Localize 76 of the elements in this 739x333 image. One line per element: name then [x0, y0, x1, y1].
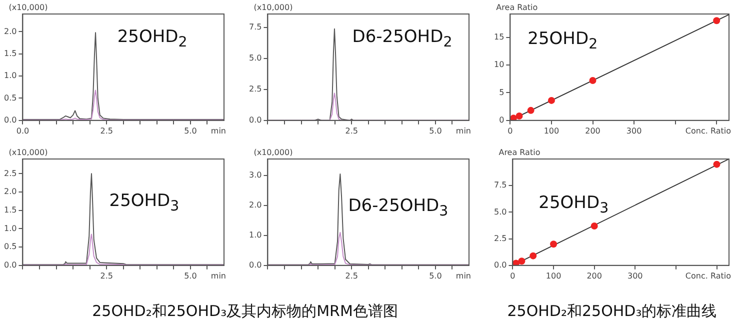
x-tick-label: 5.0 [429, 271, 442, 280]
x-axis-title: min [210, 126, 226, 136]
x-tick-label: 200 [585, 126, 600, 136]
y-tick-label: 1.0 [248, 230, 262, 240]
x-axis-title: Conc. Ratio [685, 126, 732, 136]
y-axis-title: (x10,000) [8, 3, 48, 12]
y-tick-label: 10 [494, 60, 504, 70]
point [548, 96, 555, 104]
y-tick-label: 1.0 [4, 71, 17, 80]
y-tick-label: 0.5 [4, 242, 17, 252]
point [512, 260, 520, 266]
point [589, 77, 596, 84]
y-axis-title: (x10,000) [8, 148, 48, 158]
y-tick-label: 3.0 [248, 170, 262, 180]
y-axis-title: (x10,000) [254, 148, 293, 158]
x-tick-label: 5.0 [429, 126, 442, 136]
annotation: 25OHD$_{2}$ [528, 28, 598, 52]
y-tick-label: 5 [499, 88, 504, 97]
point [713, 17, 720, 24]
y-tick-label: 7.5 [494, 180, 507, 190]
point [530, 252, 537, 260]
y-axis-title: Area Ratio [498, 148, 540, 158]
y-tick-label: 1.5 [4, 48, 17, 58]
y-axis-title: Area Ratio [496, 3, 538, 12]
y-tick-label: 5.0 [248, 54, 262, 63]
x-tick-label: 2.5 [345, 271, 358, 280]
point [550, 240, 558, 248]
y-tick-label: 2.5 [494, 234, 507, 243]
text: 25OHD₂和25OHD₃的标准曲线 [507, 302, 717, 321]
x-tick-label: 300 [628, 271, 643, 280]
y-tick-label: 0.0 [4, 115, 17, 124]
y-tick-label: 0.0 [494, 260, 507, 270]
x-axis-title: min [456, 271, 471, 280]
y-tick-label: 5.0 [494, 207, 507, 216]
x-tick-label: 0.0 [16, 126, 30, 136]
text: 25OHD₂和25OHD₃及其内标物的MRM色谱图 [92, 302, 398, 321]
x-tick-label: 2.5 [100, 271, 113, 280]
x-tick-label: 5.0 [184, 271, 197, 280]
y-tick-label: 2.5 [248, 84, 262, 94]
x-tick-label: 300 [626, 126, 642, 136]
y-tick-label: 0 [499, 115, 504, 124]
point [713, 160, 720, 168]
x-axis-title: min [210, 271, 226, 280]
x-tick-label: 200 [586, 271, 602, 280]
y-tick-label: 2.0 [248, 200, 262, 210]
y-tick-label: 1.0 [4, 224, 17, 233]
x-axis-title: Conc. Ratio [685, 271, 732, 280]
x-tick-label: 5.0 [184, 126, 197, 136]
x-axis-title: min [456, 126, 471, 136]
point [516, 112, 523, 120]
x-tick-label: 0 [508, 126, 513, 136]
point [527, 106, 534, 114]
y-tick-label: 0.0 [248, 260, 262, 270]
point [510, 114, 517, 120]
annotation: D6-25OHD$_{2}$ [352, 26, 452, 50]
x-tick-label: 100 [544, 126, 560, 136]
annotation: 25OHD$_{2}$ [117, 26, 188, 50]
y-tick-label: 2.0 [4, 26, 17, 36]
y-tick-label: 15 [494, 32, 504, 42]
x-tick-label: 2.5 [100, 126, 113, 136]
x-tick-label: 0 [510, 271, 516, 280]
y-tick-label: 0.0 [248, 115, 262, 124]
annotation: 25OHD$_{3}$ [109, 190, 180, 214]
y-tick-label: 2.0 [4, 187, 17, 196]
y-tick-label: 0.5 [4, 93, 17, 102]
y-tick-label: 7.5 [248, 22, 262, 32]
point [518, 258, 526, 265]
annotation: 25OHD$_{3}$ [538, 193, 609, 216]
x-tick-label: 2.5 [345, 126, 358, 136]
annotation: D6-25OHD$_{3}$ [348, 196, 448, 220]
y-tick-label: 2.5 [4, 168, 17, 178]
point [590, 222, 598, 230]
y-axis-title: (x10,000) [254, 3, 293, 12]
y-tick-label: 1.5 [4, 205, 17, 214]
x-tick-label: 100 [546, 271, 562, 280]
y-tick-label: 0.0 [4, 260, 17, 270]
